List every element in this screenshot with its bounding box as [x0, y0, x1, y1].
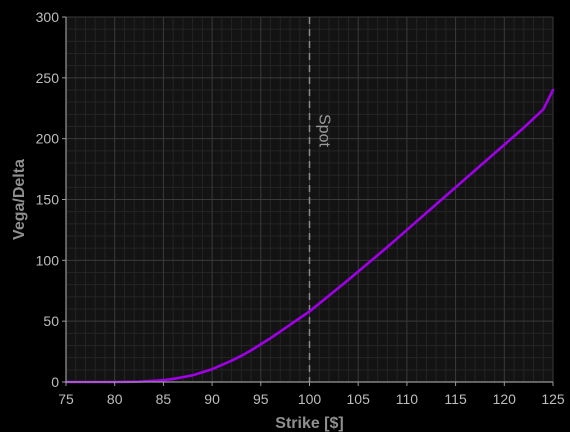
y-tick-label: 300: [36, 9, 60, 25]
y-tick-label: 200: [36, 131, 60, 147]
x-tick-label: 75: [58, 391, 74, 407]
y-tick-label: 250: [36, 70, 60, 86]
spot-marker: Spot: [308, 17, 333, 382]
x-tick-label: 125: [541, 391, 565, 407]
x-tick-label: 100: [298, 391, 322, 407]
x-tick-label: 85: [156, 391, 172, 407]
y-axis-title: Vega/Delta: [11, 159, 28, 240]
y-tick-label: 150: [36, 192, 60, 208]
x-tick-label: 115: [444, 391, 467, 407]
x-tick-label: 95: [253, 391, 269, 407]
y-tick-label: 50: [43, 313, 59, 329]
vega-delta-series-line: [64, 88, 555, 384]
x-tick-label: 90: [204, 391, 220, 407]
y-tick-label: 100: [36, 252, 60, 268]
x-axis-ticks: 75 80 85 90 95 100 105 110 115 120 125: [58, 382, 565, 407]
x-tick-label: 105: [347, 391, 371, 407]
y-axis-ticks: 0 50 100 150 200 250 300: [36, 9, 66, 390]
x-tick-label: 120: [493, 391, 517, 407]
y-tick-label: 0: [51, 374, 59, 390]
x-tick-label: 110: [396, 391, 419, 407]
x-tick-label: 80: [107, 391, 123, 407]
x-axis-title: Strike [$]: [275, 415, 343, 432]
spot-label: Spot: [316, 114, 333, 147]
